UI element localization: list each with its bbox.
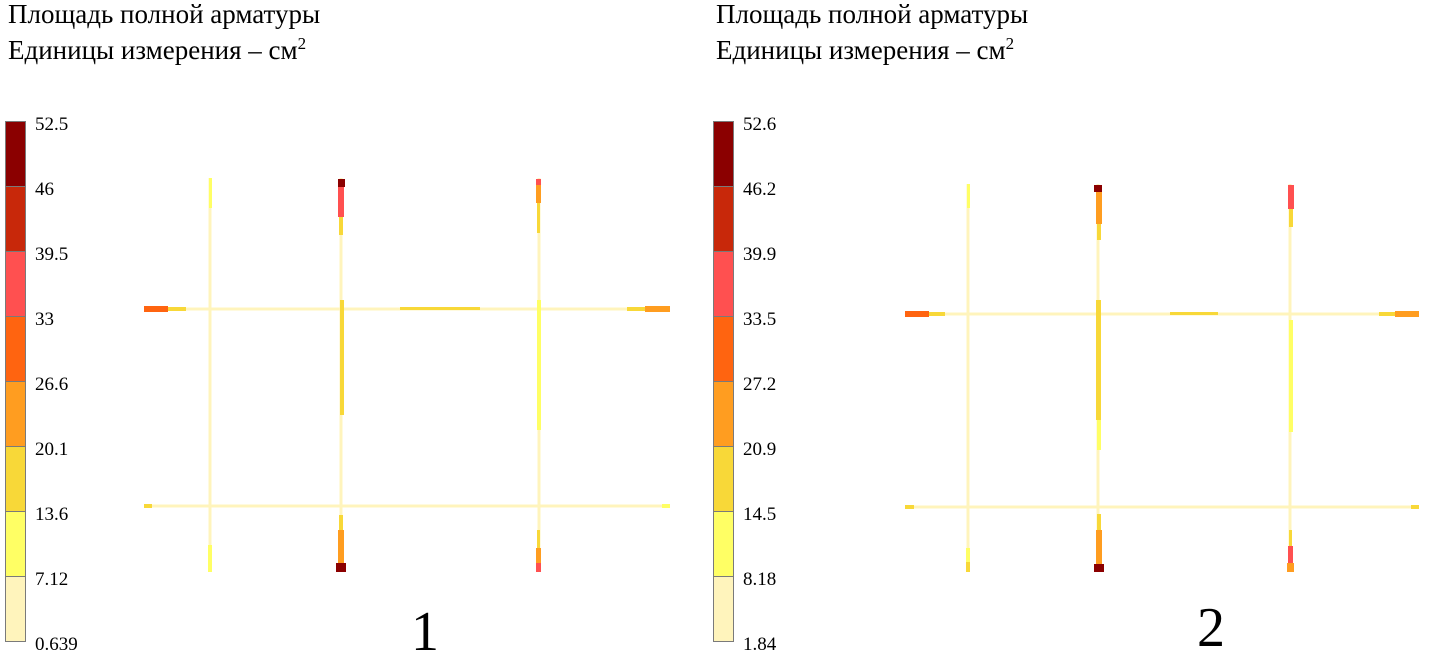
plan-beam-member [905, 312, 1419, 316]
plan-reinforcement-segment [1287, 563, 1294, 572]
plan-reinforcement-segment [168, 307, 186, 311]
color-scale-legend: 52.6 46.2 39.9 33.5 27.2 20.9 14.5 8.18 1.84 [713, 115, 776, 654]
title-line-2: Единицы измерения – см2 [8, 29, 320, 65]
title-line-1: Площадь полной арматуры [716, 0, 1029, 29]
scale-tick-label: 46 [35, 179, 54, 200]
panel-title: Площадь полной арматуры Единицы измерени… [8, 0, 320, 65]
plan-reinforcement-segment [144, 306, 168, 312]
plan-reinforcement-segment [339, 515, 343, 530]
panel-title: Площадь полной арматуры Единицы измерени… [716, 0, 1028, 65]
plan-reinforcement-segment [1288, 546, 1293, 563]
plan-reinforcement-segment [662, 504, 670, 508]
plan-reinforcement-segment [627, 307, 645, 311]
plan-reinforcement-segment [338, 179, 345, 187]
unit-power: 2 [297, 34, 307, 53]
reinforcement-plan-diagram [905, 184, 1419, 572]
panel-number: 2 [1197, 597, 1225, 659]
plan-reinforcement-segment [1094, 564, 1104, 572]
plan-column-member [208, 178, 212, 572]
plan-reinforcement-segment [929, 312, 945, 316]
plan-reinforcement-segment [144, 504, 152, 508]
plan-beam-member [905, 505, 1419, 509]
plan-reinforcement-segment [966, 562, 970, 572]
scale-tick-label: 52.6 [743, 114, 777, 135]
scale-tick-label: 52.5 [35, 114, 69, 135]
plan-reinforcement-segment [645, 306, 670, 312]
unit-power: 2 [1005, 34, 1015, 53]
plan-reinforcement-segment [537, 530, 540, 548]
plan-reinforcement-segment [905, 311, 929, 317]
reinforcement-plan-diagram [144, 178, 670, 572]
plan-reinforcement-segment [1097, 420, 1101, 450]
plan-reinforcement-segment [966, 548, 970, 562]
plan-reinforcement-segment [338, 530, 344, 563]
scale-tick-label: 7.12 [35, 569, 69, 590]
scale-tick-label: 26.6 [35, 374, 69, 395]
result-panel-2: Площадь полной арматуры Единицы измерени… [708, 0, 1424, 661]
plan-reinforcement-segment [537, 300, 541, 430]
scale-tick-label: 33 [35, 309, 54, 330]
scale-tick-label: 20.1 [35, 439, 69, 460]
title-line-2: Единицы измерения – см2 [716, 29, 1028, 65]
plan-reinforcement-segment [339, 217, 343, 235]
color-scale-legend: 52.5 46 39.5 33 26.6 20.1 13.6 7.12 0.639 [5, 115, 78, 654]
plan-reinforcement-segment [338, 187, 344, 217]
plan-reinforcement-segment [905, 505, 914, 509]
result-panel-1: Площадь полной арматуры Единицы измерени… [0, 0, 716, 661]
scale-tick-label: 33.5 [743, 309, 777, 330]
scale-tick-label: 14.5 [743, 504, 777, 525]
scale-tick-label: 39.9 [743, 244, 777, 265]
plan-reinforcement-segment [1289, 320, 1293, 432]
plan-reinforcement-segment [1097, 224, 1101, 240]
plan-reinforcement-segment [1170, 312, 1218, 315]
scale-tick-label: 8.18 [743, 569, 777, 590]
scale-tick-label: 39.5 [35, 244, 69, 265]
plan-reinforcement-segment [1379, 312, 1395, 316]
scale-tick-label: 13.6 [35, 504, 69, 525]
scale-tick-label: 0.639 [35, 634, 78, 655]
scale-tick-label: 46.2 [743, 179, 777, 200]
scale-tick-label: 27.2 [743, 374, 777, 395]
plan-reinforcement-segment [536, 185, 541, 203]
scale-tick-label: 20.9 [743, 439, 777, 460]
plan-reinforcement-segment [1288, 185, 1294, 209]
plan-reinforcement-segment [1096, 192, 1102, 224]
units-label: Единицы измерения – см [8, 35, 298, 65]
plan-reinforcement-segment [208, 545, 212, 572]
scale-segment [5, 576, 26, 642]
plan-reinforcement-segment [340, 300, 344, 415]
plan-reinforcement-segment [967, 184, 970, 208]
scale-tick-label: 1.84 [743, 634, 777, 655]
plan-beam-member [144, 504, 670, 508]
plan-reinforcement-segment [1289, 530, 1292, 546]
scale-segment [713, 576, 734, 642]
plan-reinforcement-segment [1096, 530, 1102, 564]
plan-reinforcement-segment [1096, 300, 1101, 420]
plan-reinforcement-segment [537, 203, 540, 233]
plan-column-member [966, 184, 970, 572]
panel-number: 1 [411, 601, 439, 663]
plan-reinforcement-segment [400, 307, 480, 310]
plan-reinforcement-segment [1289, 209, 1293, 227]
plan-reinforcement-segment [336, 563, 346, 572]
plan-reinforcement-segment [536, 179, 541, 185]
plan-reinforcement-segment [209, 178, 212, 208]
units-label: Единицы измерения – см [716, 35, 1006, 65]
plan-reinforcement-segment [1411, 505, 1419, 509]
plan-reinforcement-segment [1097, 514, 1101, 530]
plan-reinforcement-segment [1395, 311, 1419, 317]
plan-reinforcement-segment [536, 563, 541, 572]
plan-reinforcement-segment [1094, 185, 1102, 192]
plan-reinforcement-segment [536, 548, 541, 563]
title-line-1: Площадь полной арматуры [8, 0, 321, 29]
